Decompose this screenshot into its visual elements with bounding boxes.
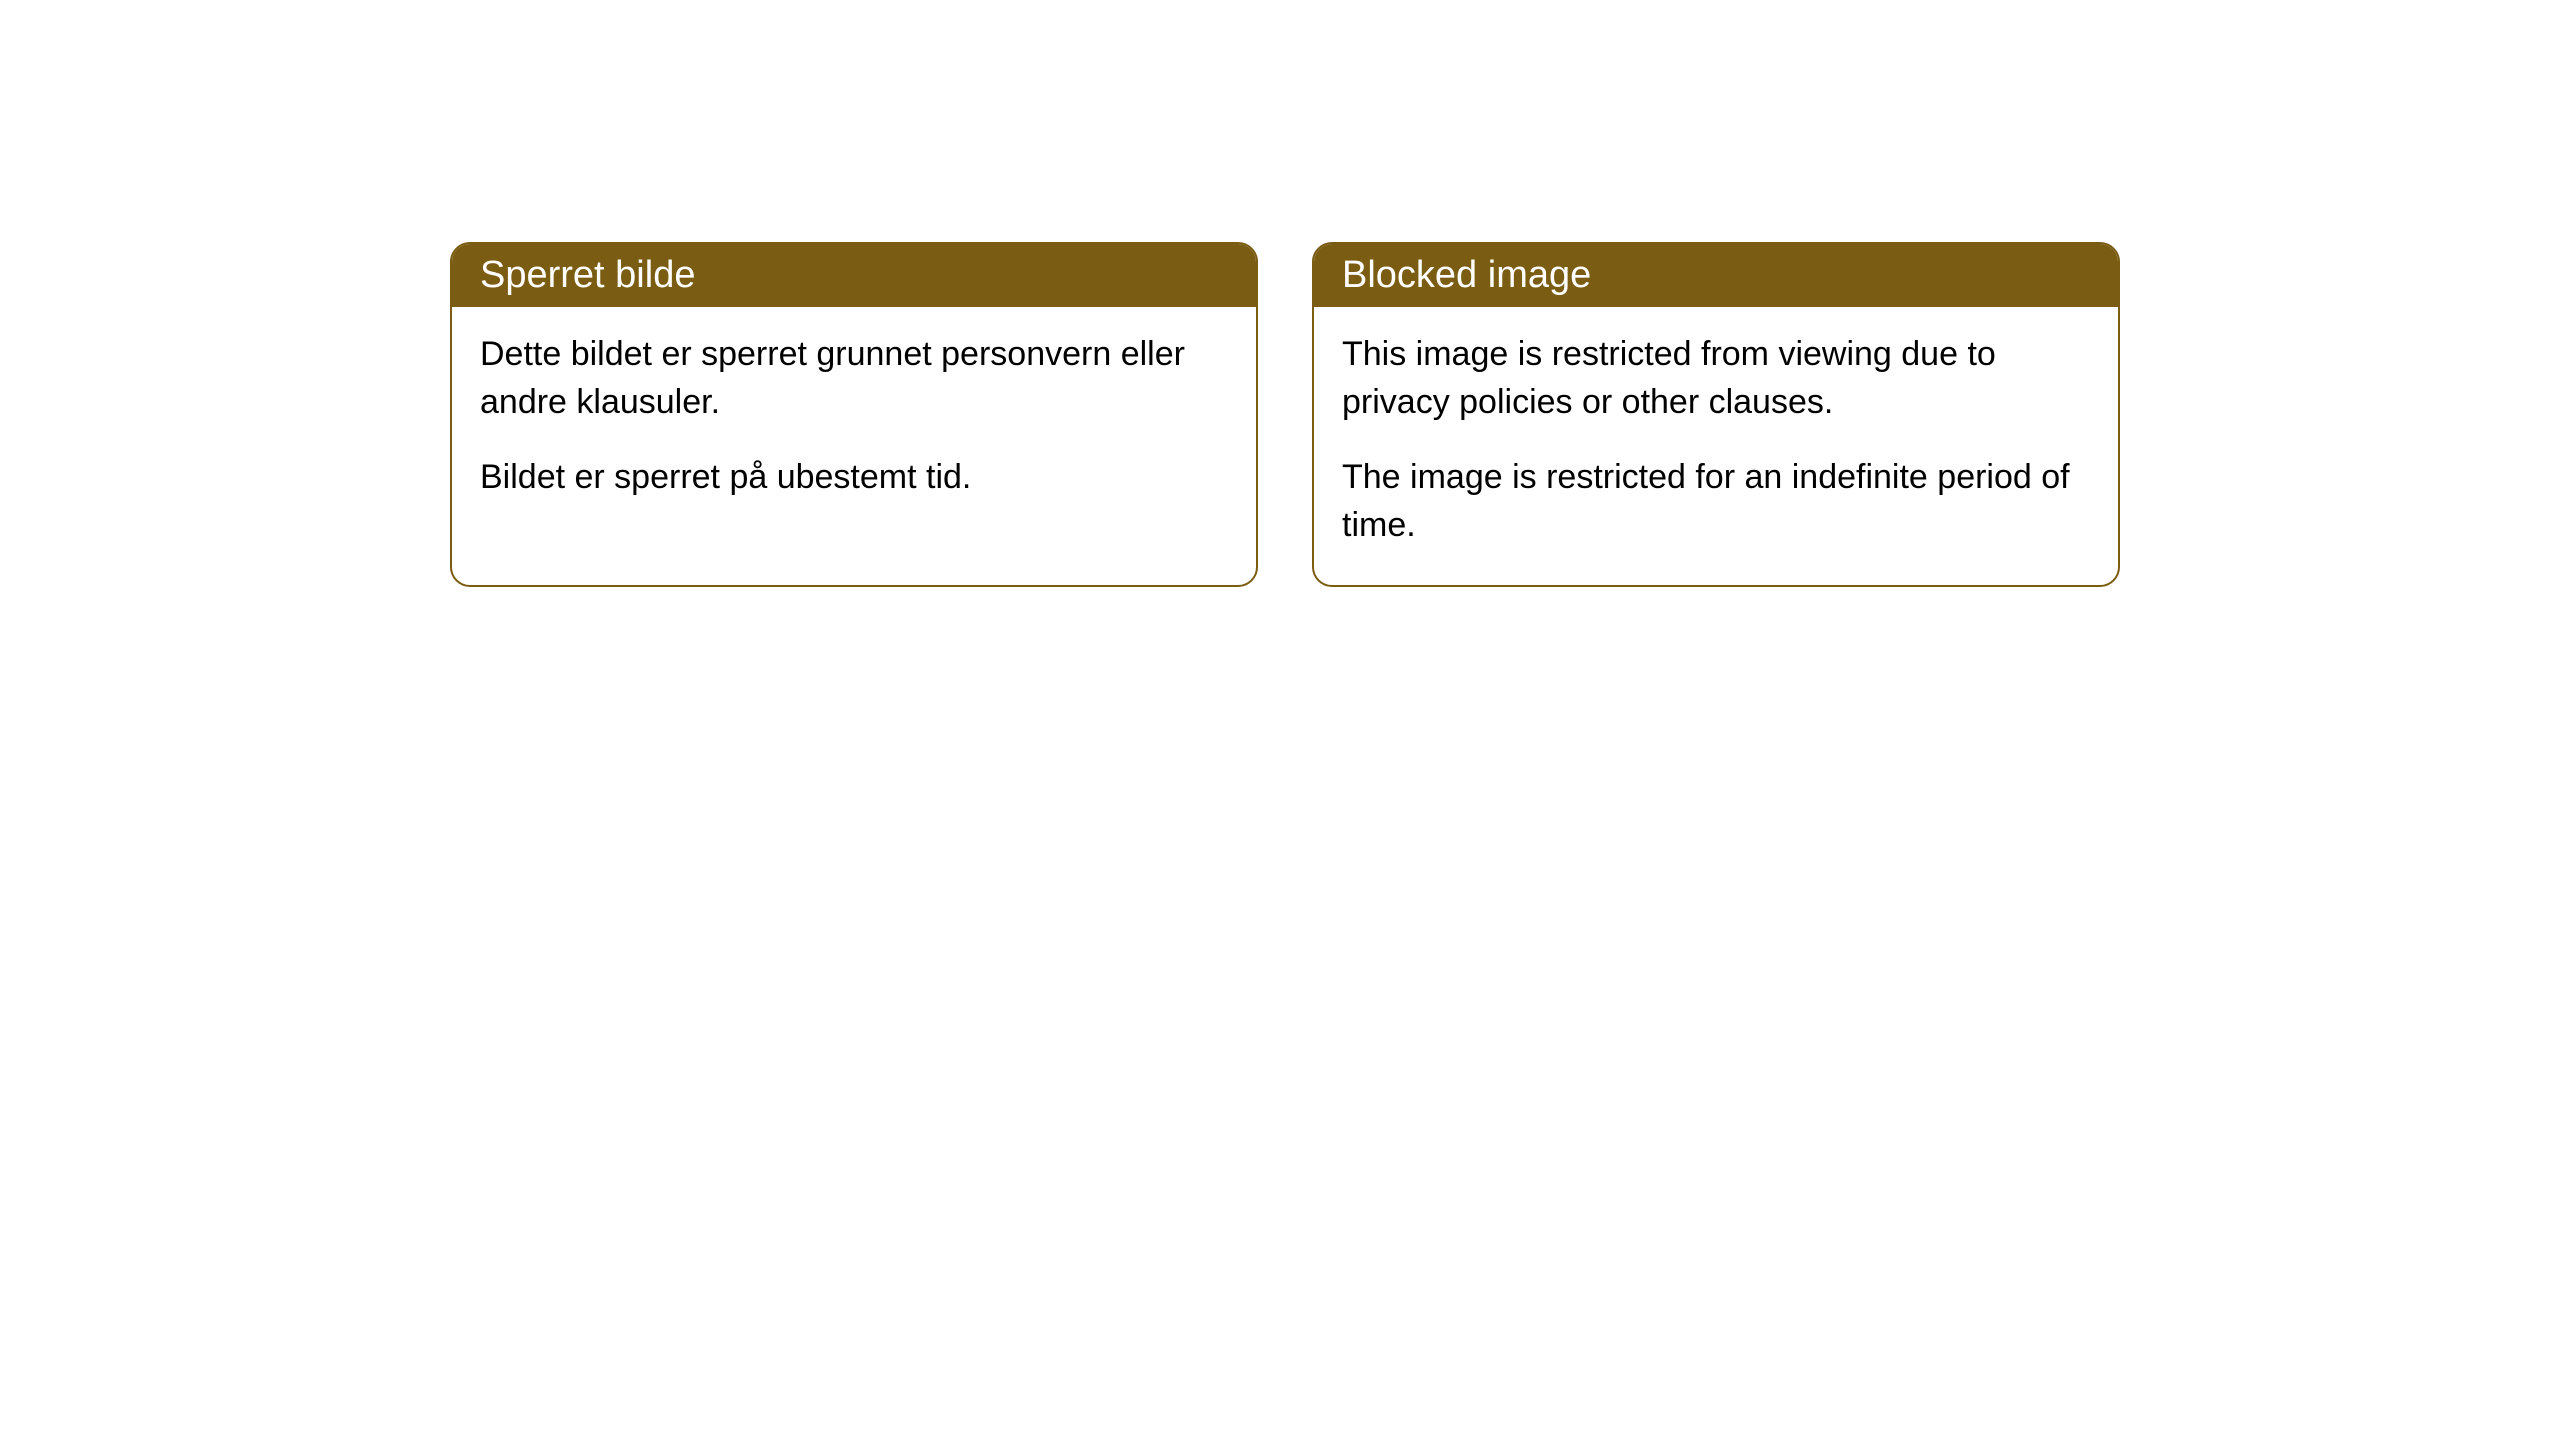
card-header-english: Blocked image (1314, 244, 2118, 307)
card-paragraph: Bildet er sperret på ubestemt tid. (480, 454, 1228, 502)
card-paragraph: The image is restricted for an indefinit… (1342, 454, 2090, 549)
card-title: Blocked image (1342, 254, 1591, 296)
card-header-norwegian: Sperret bilde (452, 244, 1256, 307)
card-paragraph: This image is restricted from viewing du… (1342, 331, 2090, 426)
notice-card-norwegian: Sperret bilde Dette bildet er sperret gr… (450, 242, 1258, 587)
card-title: Sperret bilde (480, 254, 695, 296)
card-body-norwegian: Dette bildet er sperret grunnet personve… (452, 307, 1256, 538)
notice-card-english: Blocked image This image is restricted f… (1312, 242, 2120, 587)
card-paragraph: Dette bildet er sperret grunnet personve… (480, 331, 1228, 426)
notice-cards-container: Sperret bilde Dette bildet er sperret gr… (450, 242, 2120, 587)
card-body-english: This image is restricted from viewing du… (1314, 307, 2118, 585)
